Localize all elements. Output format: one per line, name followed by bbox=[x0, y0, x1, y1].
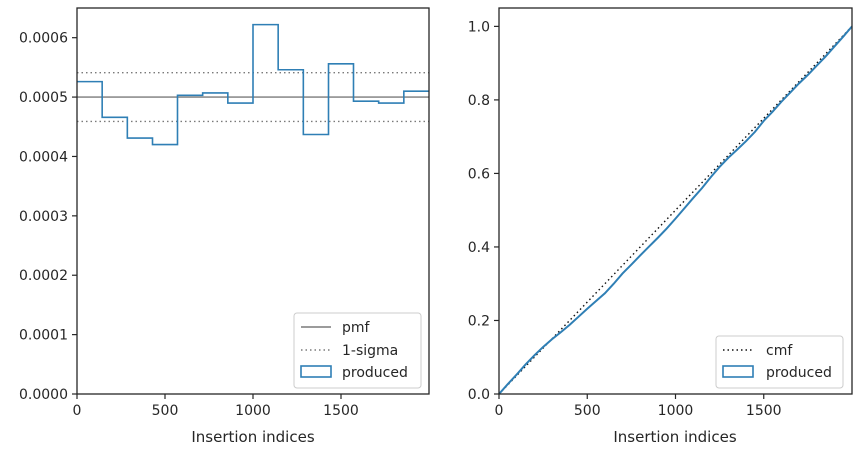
y-tick-label: 0.0001 bbox=[19, 328, 68, 344]
legend-produced-patch bbox=[300, 365, 332, 378]
cmf-legend: cmf produced bbox=[715, 335, 844, 389]
x-tick-label: 1500 bbox=[746, 403, 782, 419]
pmf-panel-xlabel: Insertion indices bbox=[191, 428, 314, 446]
x-tick-label: 0 bbox=[495, 403, 504, 419]
legend-cmf-produced-patch bbox=[722, 365, 754, 378]
x-tick-label: 500 bbox=[152, 403, 179, 419]
legend-cmf-label: cmf bbox=[766, 343, 793, 359]
cmf-panel: 0 500 1000 1500 0.0 0.2 0.4 0.6 0.8 1.0 Insertion… bbox=[468, 7, 853, 446]
x-tick-label: 1000 bbox=[658, 403, 694, 419]
y-tick-label: 0.0002 bbox=[19, 268, 68, 284]
legend-sigma-label: 1-sigma bbox=[342, 343, 398, 359]
cmf-panel-frame bbox=[498, 7, 853, 395]
y-tick-label: 0.0004 bbox=[19, 149, 68, 165]
y-tick-label: 1.0 bbox=[468, 19, 490, 35]
legend-cmf-produced-label: produced bbox=[766, 365, 832, 381]
y-tick-label: 0.0006 bbox=[19, 31, 68, 47]
y-tick-label: 0.0 bbox=[468, 387, 490, 403]
y-tick-label: 0.4 bbox=[468, 240, 490, 256]
y-tick-label: 0.8 bbox=[468, 93, 490, 109]
cmf-panel-xlabel: Insertion indices bbox=[613, 428, 736, 446]
produced-cumulative bbox=[498, 25, 853, 395]
x-tick-label: 500 bbox=[574, 403, 601, 419]
y-tick-label: 0.6 bbox=[468, 166, 490, 182]
legend-produced-label: produced bbox=[342, 365, 408, 381]
legend-pmf-label: pmf bbox=[342, 320, 371, 336]
pmf-legend: pmf 1-sigma produced bbox=[293, 312, 422, 389]
y-tick-label: 0.0005 bbox=[19, 90, 68, 106]
pmf-panel: 0 500 1000 1500 0.0000 0.0001 0.0002 0.0003 0.00… bbox=[19, 7, 430, 446]
pmf-legend-box bbox=[293, 312, 422, 389]
x-tick-label: 1500 bbox=[323, 403, 359, 419]
y-tick-label: 0.0003 bbox=[19, 209, 68, 225]
x-tick-label: 1000 bbox=[235, 403, 271, 419]
pmf-panel-frame bbox=[76, 7, 430, 395]
y-tick-label: 0.0000 bbox=[19, 387, 68, 403]
y-tick-label: 0.2 bbox=[468, 313, 490, 329]
cmf-legend-box bbox=[715, 335, 844, 389]
x-tick-label: 0 bbox=[73, 403, 82, 419]
produced-histogram bbox=[77, 23, 429, 146]
